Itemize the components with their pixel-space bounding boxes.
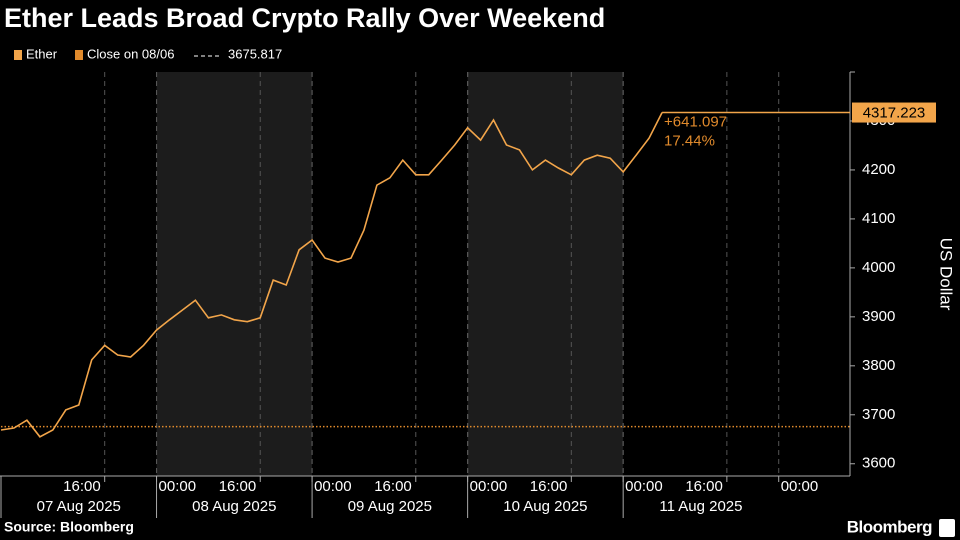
x-tick-label: 16:00 — [219, 478, 257, 495]
y-tick-label: 4000 — [862, 259, 895, 276]
y-axis-label: US Dollar — [937, 238, 956, 311]
x-tick-label: 00:00 — [781, 478, 819, 495]
x-tick-label: 16:00 — [685, 478, 723, 495]
x-tick-label: 16:00 — [530, 478, 568, 495]
band-shade — [467, 72, 624, 476]
change-pct-label: 17.44% — [664, 133, 715, 150]
legend-swatch — [14, 50, 22, 60]
brand-icon — [939, 519, 955, 537]
legend-label: Close on 08/06 — [87, 46, 174, 61]
legend-swatch — [75, 50, 83, 60]
x-tick-label: 00:00 — [470, 478, 508, 495]
x-tick-label: 16:00 — [374, 478, 412, 495]
y-tick-label: 3600 — [862, 455, 895, 472]
date-label: 11 Aug 2025 — [659, 498, 742, 515]
brand: Bloomberg — [847, 517, 932, 536]
legend-value: 3675.817 — [228, 46, 282, 61]
y-tick-label: 3700 — [862, 406, 895, 423]
x-tick-label: 00:00 — [625, 478, 663, 495]
date-label: 09 Aug 2025 — [348, 498, 432, 515]
y-tick-label: 3900 — [862, 308, 895, 325]
y-tick-label: 4100 — [862, 210, 895, 227]
band-shade — [156, 72, 313, 476]
x-tick-label: 16:00 — [63, 478, 101, 495]
date-label: 07 Aug 2025 — [37, 498, 121, 515]
x-tick-label: 00:00 — [314, 478, 352, 495]
y-tick-label: 3800 — [862, 357, 895, 374]
y-tick-label: 4200 — [862, 161, 895, 178]
date-label: 10 Aug 2025 — [503, 498, 587, 515]
change-label: +641.097 — [664, 114, 727, 131]
x-tick-label: 00:00 — [159, 478, 197, 495]
last-value-box — [852, 102, 936, 123]
legend-label: Ether — [26, 46, 58, 61]
date-label: 08 Aug 2025 — [192, 498, 276, 515]
source: Source: Bloomberg — [4, 519, 134, 535]
price-line — [0, 112, 663, 438]
last-value-label: 4317.223 — [863, 105, 926, 122]
chart-title: Ether Leads Broad Crypto Rally Over Week… — [4, 3, 605, 33]
